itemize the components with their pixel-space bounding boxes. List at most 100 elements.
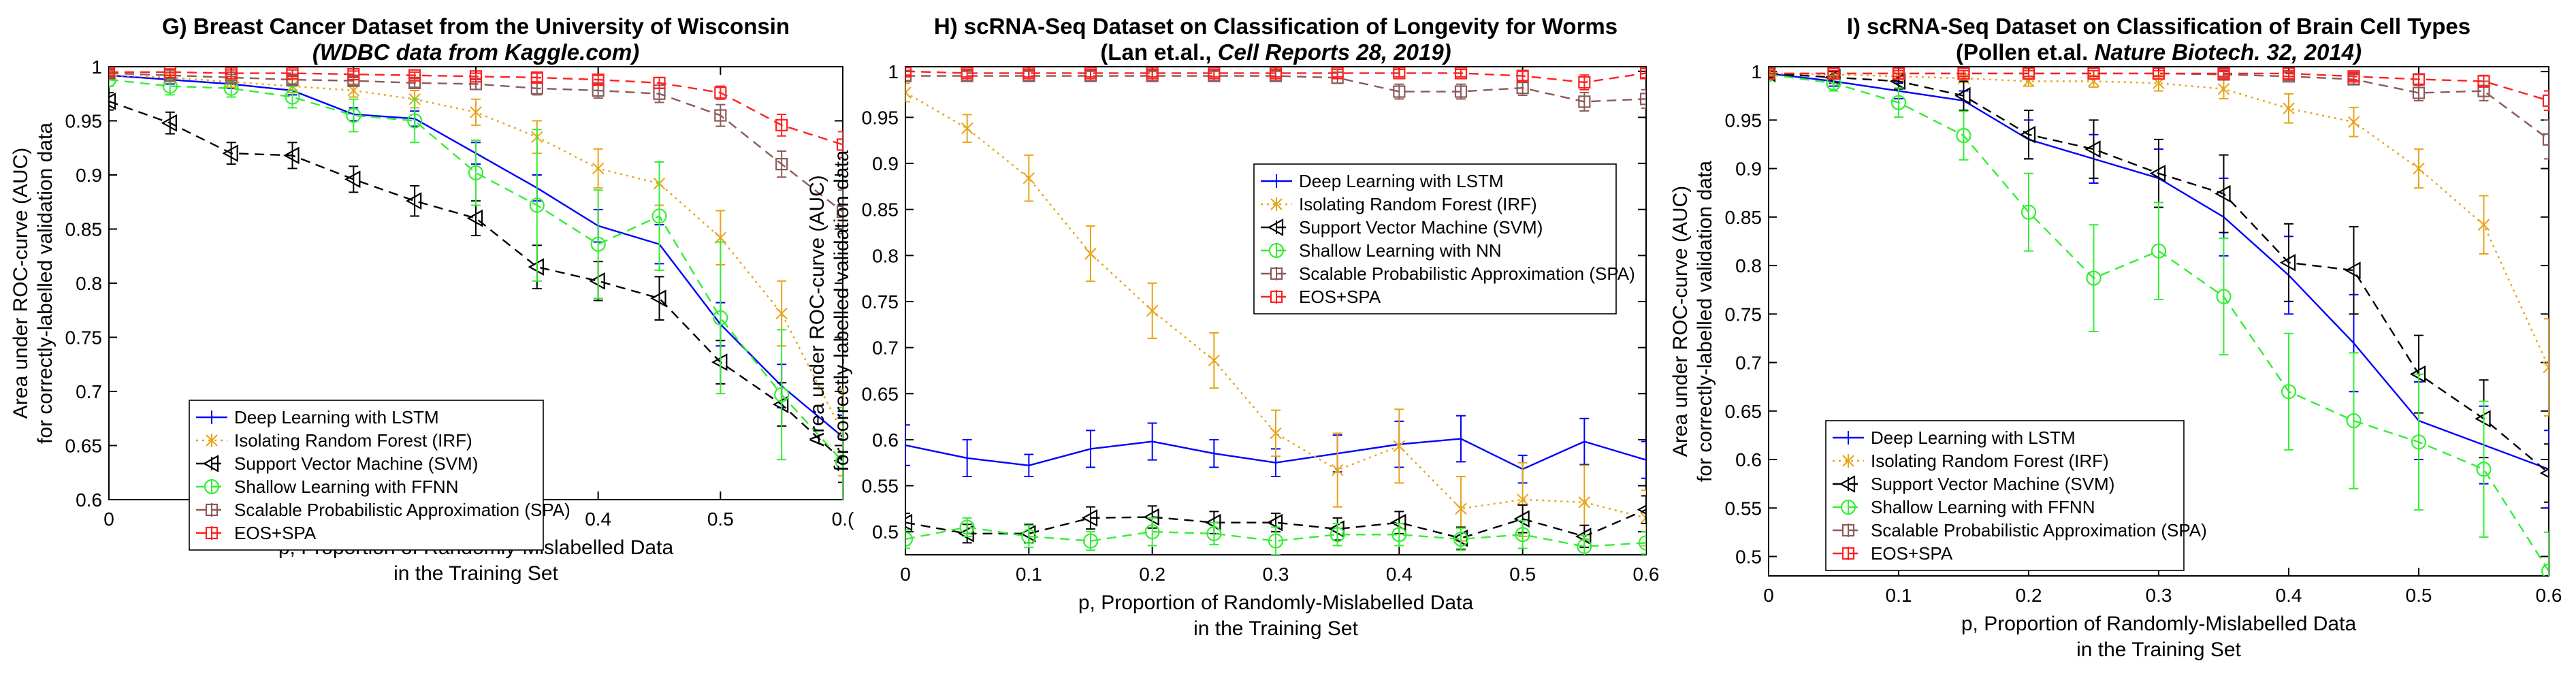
y-tick-label: 0.5 [1735, 547, 1762, 568]
y-tick-label: 0.55 [1725, 498, 1762, 519]
y-tick-label: 0.9 [1735, 159, 1762, 180]
data-point [109, 71, 117, 88]
data-point [1331, 464, 1344, 477]
legend-entry: Support Vector Machine (SVM) [1299, 217, 1543, 238]
x-axis-label: p, Proportion of Randomly-Mislabelled Da… [1078, 592, 1474, 614]
data-point [1892, 67, 1905, 80]
data-point [836, 205, 843, 219]
y-tick-label: 0.95 [862, 107, 899, 128]
y-tick-label: 1 [91, 56, 102, 78]
legend-entry: Isolating Random Forest (IRF) [1299, 194, 1537, 214]
data-point [2216, 289, 2232, 304]
data-point [1206, 526, 1222, 541]
data-point [2412, 73, 2426, 86]
chart-subtitle: (Lan et.al., Cell Reports 28, 2019) [1100, 39, 1451, 65]
chart-subtitle: (Pollen et.al. Nature Biotech. 32, 2014) [1956, 39, 2362, 65]
data-point [1393, 440, 1406, 453]
x-tick-label: 0.1 [1886, 585, 1912, 606]
data-point [1515, 527, 1530, 543]
data-point [1637, 504, 1646, 515]
data-point [1455, 502, 1467, 515]
y-tick-label: 0.85 [1725, 207, 1762, 228]
data-point [1957, 67, 1970, 80]
y-tick-label: 0.7 [76, 381, 102, 402]
legend-entry: Isolating Random Forest (IRF) [234, 430, 472, 451]
data-point [285, 89, 300, 105]
series-line [1769, 72, 2549, 102]
data-point [1081, 509, 1098, 527]
x-tick-label: 0.4 [585, 508, 611, 530]
data-point [775, 158, 788, 171]
data-point [2023, 75, 2035, 88]
y-axis-label: Area under ROC-curve (AUC) [1669, 186, 1692, 457]
x-axis-label-2: in the Training Set [393, 562, 558, 585]
legend-box [1253, 163, 1617, 314]
data-point [1454, 85, 1468, 98]
legend-entry: Scalable Probabilistic Approximation (SP… [1299, 263, 1635, 284]
data-point [1639, 93, 1646, 106]
x-tick-label: 0.6 [1633, 564, 1660, 585]
legend-entry: EOS+SPA [234, 523, 317, 543]
legend: Deep Learning with LSTM Isolating Random … [189, 400, 570, 551]
data-point [1084, 247, 1097, 260]
legend-entry: Support Vector Machine (SVM) [1871, 474, 2114, 494]
legend-marker [1842, 455, 1854, 467]
data-point [2022, 67, 2035, 80]
series-3 [905, 517, 1646, 555]
data-point [1393, 67, 1406, 80]
data-point [2279, 253, 2296, 272]
data-point [1208, 67, 1221, 80]
chart-panel-0: G) Breast Cancer Dataset from the Univer… [10, 14, 854, 585]
subtitle-plain: (Lan et.al., [1100, 39, 1217, 65]
data-point [2541, 563, 2549, 576]
data-point [469, 70, 483, 83]
series-line [1769, 74, 2549, 572]
legend-box [1825, 420, 2185, 571]
legend-marker [1841, 523, 1855, 537]
data-point [161, 114, 177, 132]
chart-title: G) Breast Cancer Dataset from the Univer… [162, 14, 790, 39]
data-point [109, 93, 116, 110]
data-point [1084, 67, 1097, 80]
legend-marker [205, 503, 219, 517]
data-point [530, 71, 543, 84]
data-point [1639, 67, 1646, 80]
data-point [1266, 513, 1283, 532]
data-point [1454, 67, 1468, 80]
data-point [905, 531, 914, 547]
x-tick-label: 0.5 [1509, 564, 1536, 585]
y-tick-label: 0.7 [1735, 353, 1762, 374]
legend-marker [1270, 198, 1283, 210]
legend-entry: EOS+SPA [1299, 287, 1381, 307]
series-5 [1769, 67, 2549, 112]
subtitle-italic: (WDBC data from Kaggle.com) [312, 39, 639, 65]
series-line [109, 72, 843, 213]
data-point [905, 513, 913, 532]
series-line [109, 71, 843, 146]
data-point [529, 197, 545, 213]
data-point [2282, 67, 2296, 80]
y-tick-label: 0.9 [76, 165, 102, 186]
data-point [714, 109, 727, 122]
data-point [1956, 128, 1971, 144]
subtitle-italic: Nature Biotech. 32, 2014) [2095, 39, 2362, 65]
legend-marker [1268, 242, 1285, 259]
data-point [836, 138, 843, 151]
data-point [1578, 95, 1591, 108]
y-axis-label-2: for correctly-labelled validation data [1694, 161, 1716, 482]
legend: Deep Learning with LSTM Isolating Random … [1253, 163, 1635, 314]
legend-marker [1839, 475, 1856, 493]
y-tick-label: 0.6 [1735, 449, 1762, 470]
x-axis-label: p, Proportion of Randomly-Mislabelled Da… [1961, 613, 2357, 635]
data-point [1516, 494, 1529, 506]
y-tick-label: 0.8 [872, 245, 899, 266]
legend-marker [1267, 219, 1284, 236]
data-point [1638, 535, 1646, 551]
data-point [109, 67, 116, 79]
legend-entry: EOS+SPA [1871, 543, 1953, 564]
data-point [223, 80, 239, 96]
legend-marker [1270, 290, 1283, 304]
legend-marker [1841, 547, 1855, 560]
data-point [1578, 76, 1591, 89]
data-point [905, 67, 912, 78]
